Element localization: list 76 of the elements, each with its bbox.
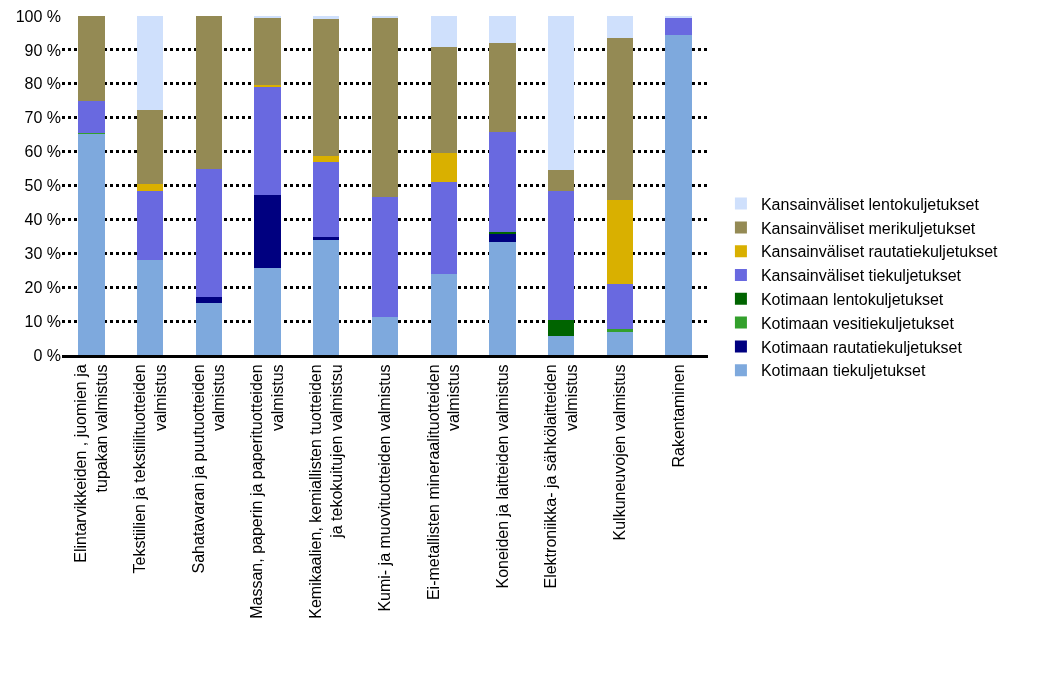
bar (489, 233, 516, 242)
legend-label: Kotimaan vesitiekuljetukset (760, 314, 955, 332)
bar (313, 156, 340, 163)
y-tick-label: 0 % (33, 346, 61, 364)
bar (606, 16, 634, 38)
x-tick-label: Kumi- ja muovituotteiden valmistus (376, 364, 394, 612)
bar (78, 100, 105, 133)
x-tick-label: Elintarvikkeiden , juomien ja tupakan valmistus (72, 364, 110, 563)
bar (665, 17, 692, 35)
bar (547, 190, 575, 321)
bar (254, 84, 281, 87)
bar (489, 16, 516, 44)
bar (489, 43, 516, 132)
bar (606, 283, 634, 330)
bar (430, 152, 457, 183)
bar (136, 110, 164, 184)
y-tick-label: 60 % (24, 143, 61, 161)
bar (430, 16, 457, 47)
y-tick-label: 20 % (24, 278, 61, 296)
bar (547, 320, 575, 337)
y-tick-label: 80 % (24, 75, 61, 93)
bar (489, 241, 516, 355)
legend-label: Kotimaan tiekuljetukset (760, 362, 927, 380)
bar (430, 46, 457, 153)
x-tick-label: Rakentaminen (669, 364, 687, 468)
bar (136, 190, 164, 260)
x-tick-label: Koneiden ja laitteiden valmistus (493, 364, 511, 589)
bar (313, 162, 340, 238)
bar (371, 196, 399, 318)
bar (606, 331, 634, 355)
x-tick-label: Kulkuneuvojen valmistus (611, 364, 629, 541)
bar (313, 18, 340, 157)
legend-label: Kotimaan lentokuljetukset (760, 291, 944, 309)
x-tick-label: Elektroniikka- ja sähkölaitteiden valmistus (541, 364, 580, 589)
y-tick-label: 40 % (24, 211, 61, 228)
bar (606, 329, 634, 332)
bar (195, 297, 223, 304)
bar (136, 259, 164, 355)
bar (430, 182, 457, 274)
bar (195, 16, 223, 169)
bar (254, 17, 281, 85)
y-tick-label: 90 % (24, 41, 61, 59)
bar (371, 317, 399, 355)
y-tick-label: 50 % (24, 177, 61, 195)
bar (665, 34, 692, 355)
legend-label: Kansainväliset tiekuljetukset (760, 267, 962, 285)
y-tick-label: 100 % (15, 7, 61, 25)
y-tick-label: 70 % (24, 109, 61, 127)
bar (489, 231, 516, 234)
bar (606, 199, 634, 284)
bar (254, 86, 281, 196)
bar (313, 16, 340, 19)
bar (136, 16, 164, 111)
bar (489, 131, 516, 232)
bar (547, 169, 575, 191)
bar (606, 37, 634, 200)
x-tick-label: Ei-metallisten mineraalituotteiden valmistus (424, 364, 463, 601)
bar (195, 168, 223, 298)
bar (136, 183, 164, 191)
y-tick-label: 10 % (24, 312, 61, 330)
bar (313, 239, 340, 355)
bar (313, 237, 340, 240)
legend-label: Kotimaan rautatiekuljetukset (760, 338, 963, 356)
legend-label: Kansainväliset lentokuljetukset (760, 195, 980, 213)
bar (371, 17, 399, 197)
bar (78, 16, 105, 101)
bar (254, 267, 281, 355)
bar (547, 336, 575, 355)
y-tick-label: 30 % (24, 244, 61, 262)
bar (78, 133, 105, 355)
bar (254, 195, 281, 268)
bar (547, 16, 575, 170)
legend-label: Kansainväliset merikuljetukset (760, 219, 976, 237)
bar (430, 273, 457, 355)
legend-label: Kansainväliset rautatiekuljetukset (760, 243, 999, 261)
bar (195, 303, 223, 355)
